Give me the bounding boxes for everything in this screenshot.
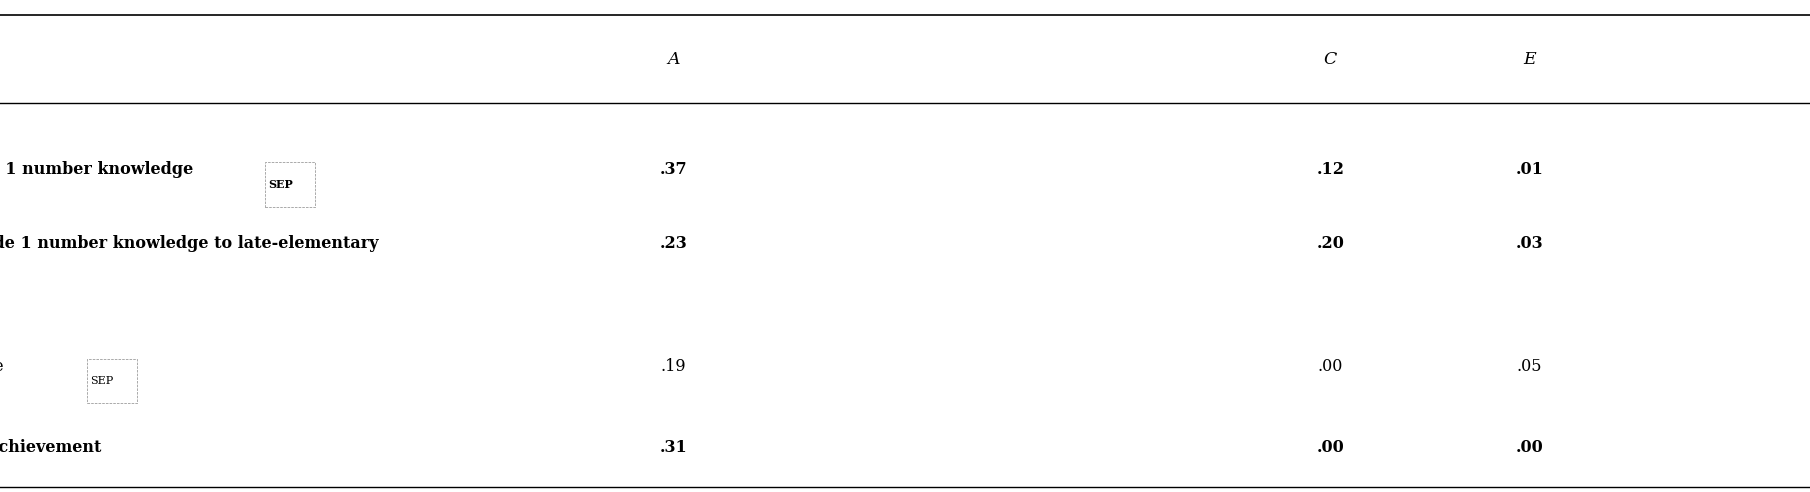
- Text: SEP: SEP: [90, 376, 114, 386]
- Text: .23: .23: [659, 235, 688, 252]
- Text: .19: .19: [661, 358, 686, 375]
- Text: .00: .00: [1318, 358, 1343, 375]
- Bar: [264, 162, 315, 207]
- Text: Innovation for Grade 1 number knowledge: Innovation for Grade 1 number knowledge: [0, 358, 4, 375]
- Text: .00: .00: [1515, 439, 1544, 456]
- Text: A: A: [668, 51, 679, 67]
- Text: .01: .01: [1515, 161, 1544, 178]
- Text: Transmission from preschool to Grade 1 number knowledge: Transmission from preschool to Grade 1 n…: [0, 161, 194, 178]
- Text: .05: .05: [1517, 358, 1542, 375]
- Text: .37: .37: [659, 161, 688, 178]
- Text: .03: .03: [1515, 235, 1544, 252]
- Text: SEP: SEP: [268, 179, 293, 190]
- Text: E: E: [1524, 51, 1535, 67]
- Bar: [87, 359, 138, 403]
- Text: Transmission from preschool and Grade 1 number knowledge to late-elementary: Transmission from preschool and Grade 1 …: [0, 235, 378, 252]
- Text: .20: .20: [1316, 235, 1345, 252]
- Text: C: C: [1323, 51, 1338, 67]
- Text: .12: .12: [1316, 161, 1345, 178]
- Text: .00: .00: [1316, 439, 1345, 456]
- Text: Innovation for late-elementary math achievement: Innovation for late-elementary math achi…: [0, 439, 101, 456]
- Text: .31: .31: [659, 439, 688, 456]
